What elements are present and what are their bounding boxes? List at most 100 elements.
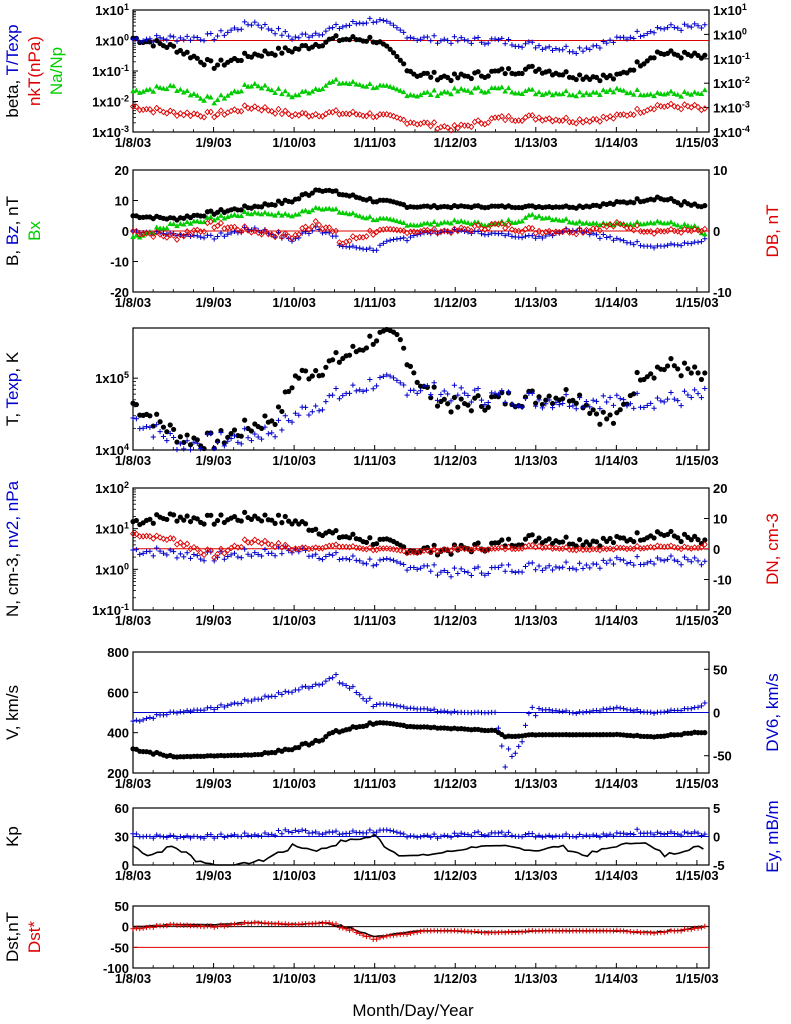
data-point xyxy=(610,223,617,230)
data-point xyxy=(448,398,454,404)
data-point xyxy=(695,239,701,245)
data-point xyxy=(336,924,342,931)
data-point xyxy=(427,221,434,227)
data-point xyxy=(685,830,691,836)
data-point xyxy=(400,547,407,555)
data-point xyxy=(296,196,302,202)
data-point xyxy=(607,113,614,120)
data-point xyxy=(356,213,363,219)
data-point xyxy=(546,707,552,713)
data-point xyxy=(279,831,285,837)
data-point xyxy=(414,37,420,43)
data-point xyxy=(587,709,593,715)
data-point xyxy=(678,105,685,113)
data-point xyxy=(346,80,353,86)
data-point xyxy=(651,55,657,61)
data-point xyxy=(546,397,552,403)
data-point xyxy=(353,212,360,218)
data-point xyxy=(289,94,295,100)
data-point xyxy=(252,209,258,215)
data-point xyxy=(698,25,705,31)
data-point xyxy=(208,923,214,929)
data-point xyxy=(675,831,681,837)
data-point xyxy=(634,542,641,550)
data-point xyxy=(536,66,542,72)
data-point xyxy=(482,407,488,413)
data-point xyxy=(150,715,156,721)
data-point xyxy=(444,219,451,225)
data-point xyxy=(434,403,441,409)
data-point xyxy=(242,50,248,56)
data-point xyxy=(610,237,617,243)
data-point xyxy=(204,431,211,438)
data-point xyxy=(631,929,637,935)
data-point xyxy=(464,545,471,553)
data-point xyxy=(194,110,201,118)
data-point xyxy=(241,536,248,543)
data-point xyxy=(353,929,359,935)
data-point xyxy=(309,683,315,690)
data-point xyxy=(536,535,542,541)
date-tick-label: 1/11/03 xyxy=(353,868,396,883)
data-point xyxy=(164,86,170,92)
data-point xyxy=(356,111,363,118)
data-point xyxy=(702,700,708,706)
data-point xyxy=(675,398,681,404)
data-point xyxy=(570,397,576,403)
data-point xyxy=(147,413,153,419)
data-point xyxy=(482,572,488,578)
data-point xyxy=(536,542,543,550)
data-point xyxy=(519,234,525,241)
data-point xyxy=(515,227,522,235)
data-point xyxy=(651,30,657,36)
data-point xyxy=(370,231,377,238)
data-point xyxy=(248,437,255,444)
data-point xyxy=(536,705,542,712)
data-point xyxy=(620,87,627,93)
data-point xyxy=(573,220,580,226)
date-tick-label: 1/10/03 xyxy=(272,868,315,883)
data-point xyxy=(695,704,701,710)
data-point xyxy=(262,830,268,836)
data-point xyxy=(278,233,285,241)
data-point xyxy=(258,540,265,547)
data-point xyxy=(577,45,583,51)
data-point xyxy=(258,833,265,839)
data-point xyxy=(218,57,224,63)
data-point xyxy=(289,49,295,55)
data-point xyxy=(346,110,353,118)
data-point xyxy=(444,89,451,95)
data-point xyxy=(627,110,634,118)
data-point xyxy=(350,210,356,216)
data-point xyxy=(627,545,634,552)
data-point xyxy=(248,211,255,217)
data-point xyxy=(177,434,183,440)
data-point xyxy=(428,568,434,574)
data-point xyxy=(586,228,593,235)
data-point xyxy=(600,393,606,399)
data-point xyxy=(431,218,437,224)
data-point xyxy=(685,366,691,372)
data-point xyxy=(485,570,491,577)
data-point xyxy=(208,832,214,838)
data-point xyxy=(336,556,342,563)
data-point xyxy=(583,545,590,553)
data-point xyxy=(241,223,248,230)
data-point xyxy=(350,382,356,388)
data-point xyxy=(414,93,421,99)
data-point xyxy=(390,226,397,233)
data-point xyxy=(238,227,245,235)
data-point xyxy=(441,708,447,714)
data-point xyxy=(641,404,647,411)
data-point xyxy=(701,225,708,233)
data-point xyxy=(563,216,569,222)
data-point xyxy=(397,547,404,554)
data-point xyxy=(610,39,617,45)
data-point xyxy=(346,535,353,541)
data-point xyxy=(363,387,370,393)
date-tick-label: 1/9/03 xyxy=(195,776,231,791)
data-point xyxy=(150,520,156,526)
data-point xyxy=(211,236,217,242)
data-point xyxy=(248,516,255,522)
data-point xyxy=(624,403,630,409)
